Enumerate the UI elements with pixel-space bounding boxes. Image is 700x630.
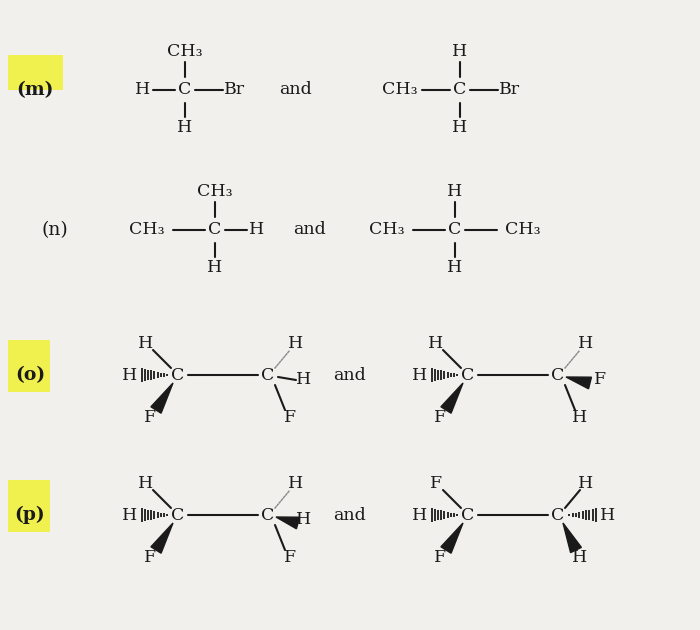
Text: H: H xyxy=(296,512,312,529)
Text: H: H xyxy=(296,372,312,389)
Text: and: and xyxy=(293,222,326,239)
Text: H: H xyxy=(288,474,304,491)
Text: CH₃: CH₃ xyxy=(505,222,541,239)
Polygon shape xyxy=(151,523,173,553)
Text: F: F xyxy=(434,408,446,425)
Text: H: H xyxy=(122,367,138,384)
Text: F: F xyxy=(430,474,442,491)
Text: H: H xyxy=(135,81,150,98)
Text: C: C xyxy=(178,81,192,98)
Text: H: H xyxy=(573,408,587,425)
Text: F: F xyxy=(434,549,446,566)
Text: F: F xyxy=(144,549,156,566)
Text: F: F xyxy=(144,408,156,425)
Text: Br: Br xyxy=(499,81,521,98)
Text: F: F xyxy=(284,549,296,566)
Text: F: F xyxy=(594,372,606,389)
Text: (n): (n) xyxy=(41,221,69,239)
Text: H: H xyxy=(412,507,428,524)
Text: (p): (p) xyxy=(15,506,46,524)
Polygon shape xyxy=(563,523,582,553)
Bar xyxy=(8,480,50,532)
Text: CH₃: CH₃ xyxy=(130,222,164,239)
Text: C: C xyxy=(261,367,274,384)
Text: CH₃: CH₃ xyxy=(369,222,405,239)
Text: H: H xyxy=(122,507,138,524)
Text: H: H xyxy=(428,335,444,352)
Text: H: H xyxy=(139,474,153,491)
Text: H: H xyxy=(249,222,265,239)
Polygon shape xyxy=(441,383,463,413)
Text: C: C xyxy=(552,367,565,384)
Text: and: and xyxy=(334,507,366,524)
Polygon shape xyxy=(276,517,300,529)
Polygon shape xyxy=(151,383,173,413)
Text: and: and xyxy=(334,367,366,384)
Polygon shape xyxy=(441,523,463,553)
Polygon shape xyxy=(566,377,592,389)
Text: H: H xyxy=(573,549,587,566)
Text: F: F xyxy=(284,408,296,425)
Text: C: C xyxy=(172,507,185,524)
Text: H: H xyxy=(207,260,223,277)
Text: C: C xyxy=(172,367,185,384)
Text: H: H xyxy=(601,507,615,524)
Text: CH₃: CH₃ xyxy=(382,81,418,98)
Text: (m): (m) xyxy=(16,81,54,99)
Text: H: H xyxy=(452,120,468,137)
Bar xyxy=(8,340,50,392)
Text: H: H xyxy=(139,335,153,352)
Text: H: H xyxy=(177,120,192,137)
Text: (o): (o) xyxy=(15,366,45,384)
Text: C: C xyxy=(454,81,467,98)
Text: H: H xyxy=(412,367,428,384)
Text: H: H xyxy=(447,260,463,277)
Bar xyxy=(8,55,63,90)
Text: C: C xyxy=(461,367,475,384)
Text: H: H xyxy=(578,335,594,352)
Text: Br: Br xyxy=(225,81,246,98)
Text: C: C xyxy=(552,507,565,524)
Text: C: C xyxy=(461,507,475,524)
Text: and: and xyxy=(279,81,312,98)
Text: C: C xyxy=(448,222,462,239)
Text: CH₃: CH₃ xyxy=(167,43,203,60)
Text: C: C xyxy=(261,507,274,524)
Text: H: H xyxy=(447,183,463,200)
Text: H: H xyxy=(288,335,304,352)
Text: C: C xyxy=(209,222,222,239)
Text: H: H xyxy=(452,43,468,60)
Text: CH₃: CH₃ xyxy=(197,183,233,200)
Text: H: H xyxy=(578,474,594,491)
